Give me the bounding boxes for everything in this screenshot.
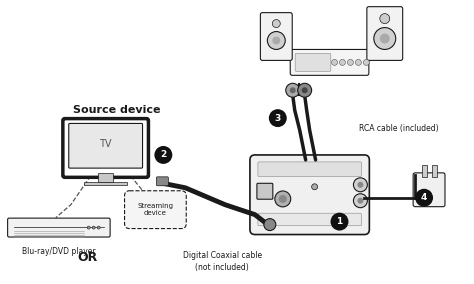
- FancyBboxPatch shape: [367, 7, 403, 60]
- Text: 4: 4: [421, 193, 427, 202]
- Circle shape: [311, 184, 318, 190]
- FancyBboxPatch shape: [250, 155, 369, 235]
- Text: 3: 3: [274, 114, 281, 123]
- Bar: [98, 173, 113, 181]
- Circle shape: [339, 59, 346, 65]
- Circle shape: [97, 226, 100, 229]
- Circle shape: [279, 195, 287, 203]
- Circle shape: [374, 28, 396, 49]
- Circle shape: [354, 194, 367, 208]
- Circle shape: [357, 198, 364, 204]
- Text: Source device: Source device: [73, 105, 160, 115]
- Circle shape: [273, 20, 280, 28]
- Circle shape: [264, 219, 276, 231]
- Text: RCA cable (included): RCA cable (included): [359, 124, 439, 133]
- Text: TV: TV: [100, 139, 112, 149]
- Circle shape: [269, 109, 287, 127]
- Circle shape: [357, 182, 364, 188]
- Circle shape: [290, 87, 296, 93]
- Bar: [421, 165, 427, 177]
- Text: Digital Coaxial cable
(not included): Digital Coaxial cable (not included): [182, 251, 262, 272]
- Circle shape: [155, 146, 173, 164]
- Circle shape: [298, 83, 311, 97]
- Circle shape: [364, 59, 369, 65]
- FancyBboxPatch shape: [63, 119, 148, 177]
- FancyBboxPatch shape: [69, 124, 143, 168]
- Circle shape: [347, 59, 354, 65]
- FancyBboxPatch shape: [258, 162, 361, 176]
- FancyBboxPatch shape: [156, 177, 168, 186]
- Circle shape: [286, 83, 300, 97]
- Text: OR: OR: [78, 251, 98, 264]
- FancyBboxPatch shape: [290, 49, 369, 75]
- Text: 1: 1: [337, 217, 343, 226]
- Bar: [84, 181, 127, 185]
- Circle shape: [415, 189, 433, 207]
- Circle shape: [267, 32, 285, 49]
- Text: 2: 2: [160, 151, 166, 159]
- Circle shape: [301, 87, 308, 93]
- Circle shape: [92, 226, 95, 229]
- Text: Blu-ray/DVD player: Blu-ray/DVD player: [22, 247, 96, 256]
- Circle shape: [273, 37, 280, 45]
- FancyBboxPatch shape: [295, 53, 331, 71]
- FancyBboxPatch shape: [125, 191, 186, 229]
- Circle shape: [87, 226, 90, 229]
- Circle shape: [331, 59, 337, 65]
- Circle shape: [354, 178, 367, 192]
- FancyBboxPatch shape: [413, 173, 445, 207]
- Circle shape: [380, 14, 390, 24]
- Circle shape: [380, 34, 390, 43]
- Circle shape: [275, 191, 291, 207]
- FancyBboxPatch shape: [257, 183, 273, 199]
- Text: Streaming
device: Streaming device: [137, 203, 173, 216]
- Circle shape: [330, 213, 348, 231]
- FancyBboxPatch shape: [258, 213, 361, 226]
- Circle shape: [356, 59, 361, 65]
- FancyBboxPatch shape: [260, 12, 292, 60]
- FancyBboxPatch shape: [8, 218, 110, 237]
- Bar: [431, 165, 437, 177]
